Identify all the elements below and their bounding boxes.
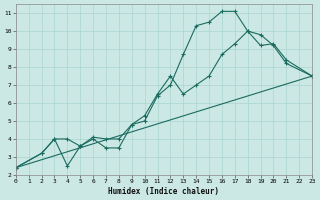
- X-axis label: Humidex (Indice chaleur): Humidex (Indice chaleur): [108, 187, 220, 196]
